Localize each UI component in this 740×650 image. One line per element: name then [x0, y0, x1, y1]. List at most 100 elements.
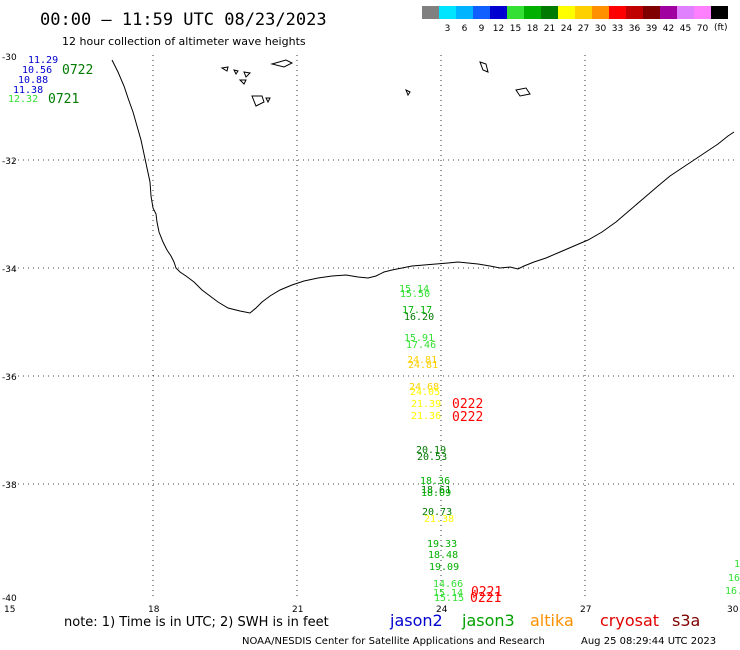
wave-height-label: 15.14	[399, 284, 429, 295]
pass-time-label: 0222	[452, 410, 483, 425]
lat-label: -36	[2, 373, 17, 383]
graticule	[8, 55, 734, 598]
legend-swatch	[694, 6, 711, 19]
legend-label: 9	[479, 24, 485, 34]
legend-swatch	[609, 6, 626, 19]
island	[265, 97, 271, 104]
legend-swatch	[507, 6, 524, 19]
wave-height-label: 10.56	[22, 65, 52, 76]
lon-label: 24	[436, 605, 448, 615]
legend-unit: (ft)	[714, 23, 728, 33]
satellite-key: jason2 jason3 altika cryosat s3a	[389, 611, 700, 630]
satellite-cryosat: cryosat	[600, 611, 659, 630]
wave-height-label: 24.05	[410, 387, 440, 398]
legend-label: 21	[544, 24, 555, 34]
wave-height-label: 18.36	[420, 476, 450, 487]
legend-swatch	[626, 6, 643, 19]
island	[479, 61, 489, 73]
map-frame	[7, 54, 735, 599]
wave-height-legend: 3 6 9 12 15 18 21 24 27 30 33 36 39 42 45 70	[422, 6, 728, 34]
wave-height-label: 24.81	[407, 355, 437, 366]
legend-label: 30	[595, 24, 607, 34]
wave-height-label: 16.20	[404, 312, 434, 323]
wave-height-label: 15.50	[400, 289, 430, 300]
wave-height-label: 20.19	[416, 445, 446, 456]
legend-label: 24	[561, 24, 573, 34]
coastline-south-africa	[111, 59, 735, 314]
island	[515, 87, 531, 97]
lat-label: -40	[2, 594, 17, 604]
wave-height-label: 15.15	[434, 593, 464, 604]
legend-swatch	[660, 6, 677, 19]
wave-height-label: 12.32	[8, 94, 38, 105]
legend-swatch	[575, 6, 592, 19]
chart-title: 00:00 — 11:59 UTC 08/23/2023	[40, 10, 327, 30]
lon-label: 15	[4, 605, 15, 615]
wave-height-label: 18.09	[421, 488, 451, 499]
wave-height-label: 19.33	[427, 539, 457, 550]
island	[405, 88, 411, 97]
latitude-labels: -30 -32 -34 -36 -38 -40	[2, 53, 17, 604]
wave-height-label: 21.36	[411, 411, 441, 422]
credit-text: NOAA/NESDIS Center for Satellite Applica…	[242, 636, 545, 647]
legend-label: 6	[462, 24, 468, 34]
satellite-jason3: jason3	[461, 611, 515, 630]
generated-timestamp: Aug 25 08:29:44 UTC 2023	[581, 636, 716, 647]
wave-height-label: 14.66	[433, 579, 463, 590]
legend-swatch	[422, 6, 439, 19]
wave-height-label: 16	[728, 573, 740, 584]
lat-label: -38	[2, 481, 17, 491]
wave-height-label: 18.61	[421, 485, 451, 496]
island	[233, 69, 239, 75]
legend-swatch	[677, 6, 694, 19]
wave-height-label: 24.81	[408, 360, 438, 371]
wave-height-label: 20.73	[422, 507, 452, 518]
legend-label: 33	[612, 24, 623, 34]
legend-swatch	[558, 6, 575, 19]
pass-time-label: 0221	[470, 591, 501, 606]
legend-label: 42	[663, 24, 674, 34]
pass-time-label: 0222	[452, 397, 483, 412]
footer-note: note: 1) Time is in UTC; 2) SWH is in fe…	[64, 615, 329, 630]
lon-label: 30	[727, 605, 739, 615]
legend-swatch	[439, 6, 456, 19]
legend-swatch	[592, 6, 609, 19]
lat-label: -32	[2, 157, 17, 167]
legend-label: 18	[527, 24, 539, 34]
lon-label: 18	[148, 605, 160, 615]
legend-swatch	[473, 6, 490, 19]
wave-height-label: 16.	[725, 586, 740, 597]
island	[238, 79, 247, 85]
wave-height-label: 11.38	[13, 85, 43, 96]
legend-swatch	[643, 6, 660, 19]
legend-label: 39	[646, 24, 658, 34]
legend-swatch	[490, 6, 507, 19]
longitude-labels: 15 18 21 24 27 30	[4, 605, 739, 615]
island	[251, 95, 265, 107]
pass-time-label: 0221	[471, 585, 502, 600]
wave-height-label: 18.48	[428, 550, 458, 561]
satellite-altika: altika	[530, 611, 574, 630]
coastline-islands	[220, 59, 531, 107]
wave-height-label: 24.68	[409, 382, 439, 393]
wave-height-label: 15.91	[404, 333, 434, 344]
wave-height-label: 21.38	[424, 514, 454, 525]
legend-label: 3	[445, 24, 451, 34]
wave-height-label: 11.29	[28, 55, 58, 66]
legend-label: 70	[697, 24, 709, 34]
satellite-jason2: jason2	[389, 611, 443, 630]
legend-label: 27	[578, 24, 589, 34]
legend-swatch	[456, 6, 473, 19]
wave-height-label: 20.53	[417, 452, 447, 463]
island	[243, 71, 252, 78]
wave-height-label: 15.14	[433, 588, 463, 599]
wave-height-label: 19.09	[429, 562, 459, 573]
island	[220, 66, 229, 72]
wave-height-label: 1	[734, 559, 740, 570]
observation-labels: 11.2910.5610.8811.3812.320722072115.1415…	[8, 55, 740, 606]
wave-height-label: 17.17	[402, 305, 432, 316]
wave-height-label: 21.39	[411, 399, 441, 410]
pass-time-label: 0722	[62, 63, 93, 78]
lat-label: -34	[2, 265, 17, 275]
